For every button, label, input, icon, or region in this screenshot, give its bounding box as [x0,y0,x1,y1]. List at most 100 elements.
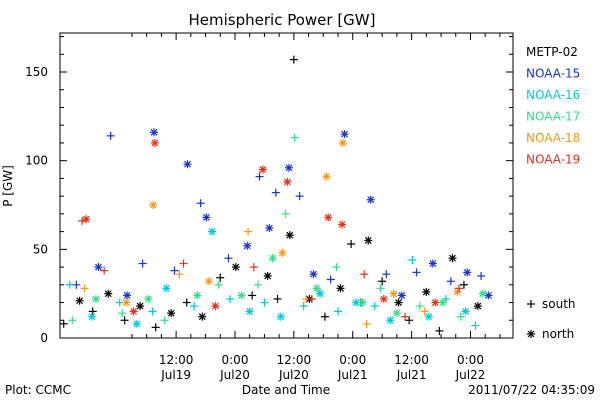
data-point-noaa-19 [258,165,267,174]
data-point-metp-02 [75,296,84,305]
legend: METP-02 NOAA-15 NOAA-16 NOAA-17 NOAA-18 NOAA-… [526,45,580,167]
data-point-noaa-15 [412,268,421,277]
data-point-metp-02 [59,319,68,328]
data-point-noaa-16 [87,312,96,321]
data-point-noaa-17 [281,209,290,218]
x-axis: 12:00Jul190:00Jul2012:00Jul200:00Jul2112… [131,33,501,382]
data-point-noaa-17 [268,254,277,263]
data-point-noaa-17 [290,133,299,142]
data-point-noaa-15 [397,291,406,300]
data-point-noaa-18 [204,277,213,286]
legend-item-noaa-19: NOAA-19 [526,153,580,167]
data-point-metp-02 [320,312,329,321]
data-point-metp-02 [104,289,113,298]
data-point-noaa-15 [446,277,455,286]
data-point-noaa-18 [175,270,184,279]
data-point-noaa-16 [190,302,199,311]
y-axis: 0 50 100 150 [25,36,513,345]
data-point-noaa-17 [253,280,262,289]
data-point-noaa-16 [276,312,285,321]
data-point-noaa-16 [65,280,74,289]
legend-item-metp-02: METP-02 [526,45,578,59]
data-point-noaa-15 [366,195,375,204]
data-point-noaa-15 [295,192,304,201]
data-point-metp-02 [394,298,403,307]
data-point-noaa-17 [91,294,100,303]
data-point-noaa-18 [80,284,89,293]
data-point-noaa-16 [408,255,417,264]
y-tick-label: 50 [33,242,48,256]
data-point-noaa-15 [284,163,293,172]
data-point-metp-02 [273,294,282,303]
data-point-noaa-17 [332,263,341,272]
x-tick-label-date: Jul21 [337,368,368,382]
footer-timestamp: 2011/07/22 04:35:09 [468,383,595,397]
marker-legend-symbol [527,330,535,338]
marker-legend-label: south [542,297,576,311]
data-point-noaa-16 [226,294,235,303]
data-point-noaa-19 [431,298,440,307]
data-point-metp-02 [120,316,129,325]
data-point-noaa-19 [179,259,188,268]
data-point-noaa-16 [162,284,171,293]
data-point-noaa-17 [214,280,223,289]
data-point-noaa-15 [170,266,179,275]
data-point-metp-02 [364,236,373,245]
x-tick-label-time: 0:00 [457,353,484,367]
data-point-noaa-17 [237,291,246,300]
data-point-noaa-18 [322,172,331,181]
x-tick-label-date: Jul22 [455,368,486,382]
data-point-noaa-19 [211,302,220,311]
data-point-noaa-16 [370,302,379,311]
x-tick-label-date: Jul20 [278,368,309,382]
data-point-noaa-19 [249,263,258,272]
data-point-noaa-15 [271,188,280,197]
data-point-noaa-18 [278,248,287,257]
data-point-noaa-19 [307,294,316,303]
y-axis-label: P [GW] [1,165,15,207]
x-tick-label-time: 12:00 [159,353,194,367]
x-axis-label: Date and Time [242,383,330,397]
data-point-noaa-19 [283,177,292,186]
data-point-metp-02 [198,312,207,321]
data-points [59,55,493,335]
data-point-noaa-17 [160,316,169,325]
data-point-metp-02 [405,316,414,325]
data-point-metp-02 [378,277,387,286]
data-point-metp-02 [88,307,97,316]
data-point-metp-02 [136,302,145,311]
data-point-noaa-18 [338,138,347,147]
data-point-metp-02 [151,323,160,332]
data-point-noaa-19 [100,266,109,275]
data-point-noaa-15 [477,271,486,280]
data-point-noaa-15 [183,160,192,169]
data-point-noaa-19 [82,215,91,224]
data-point-noaa-16 [441,294,450,303]
data-point-noaa-16 [260,298,269,307]
data-point-noaa-17 [144,294,153,303]
data-point-noaa-15 [94,263,103,272]
data-point-noaa-17 [376,284,385,293]
data-point-noaa-15 [224,254,233,263]
data-point-noaa-16 [132,319,141,328]
data-point-metp-02 [347,240,356,249]
data-point-noaa-18 [389,289,398,298]
x-tick-label-time: 12:00 [277,353,312,367]
data-point-metp-02 [473,302,482,311]
data-point-noaa-15 [202,213,211,222]
data-point-noaa-16 [424,312,433,321]
data-point-noaa-19 [401,312,410,321]
data-point-metp-02 [248,291,257,300]
legend-item-noaa-18: NOAA-18 [526,131,580,145]
data-point-metp-02 [263,271,272,280]
data-point-noaa-15 [243,241,252,250]
data-point-noaa-15 [106,131,115,140]
data-point-noaa-18 [362,319,371,328]
data-point-noaa-16 [334,307,343,316]
data-point-noaa-15 [196,199,205,208]
data-point-noaa-17 [118,309,127,318]
data-point-noaa-17 [415,302,424,311]
data-point-metp-02 [448,254,457,263]
y-tick-label: 150 [25,65,48,79]
